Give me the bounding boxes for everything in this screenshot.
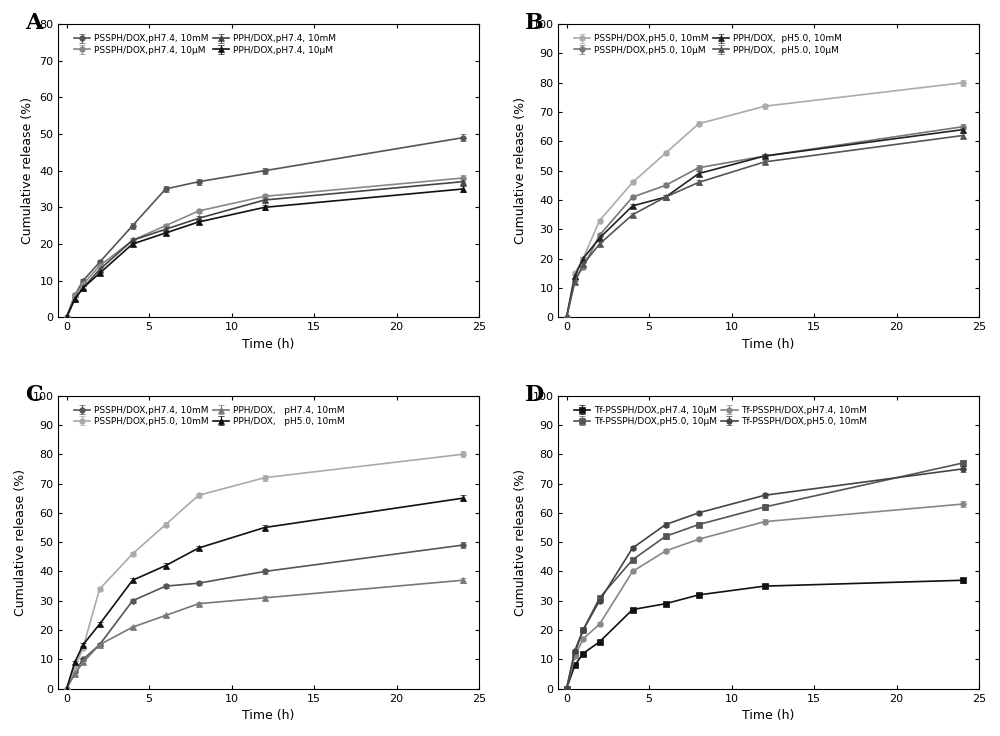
Text: D: D xyxy=(525,384,544,406)
Text: A: A xyxy=(25,13,42,35)
Legend: Tf-PSSPH/DOX,pH7.4, 10μM, Tf-PSSPH/DOX,pH5.0, 10μM, Tf-PSSPH/DOX,pH7.4, 10mM, Tf: Tf-PSSPH/DOX,pH7.4, 10μM, Tf-PSSPH/DOX,p… xyxy=(571,403,870,429)
Legend: PSSPH/DOX,pH5.0, 10mM, PSSPH/DOX,pH5.0, 10μM, PPH/DOX,  pH5.0, 10mM, PPH/DOX,  p: PSSPH/DOX,pH5.0, 10mM, PSSPH/DOX,pH5.0, … xyxy=(571,32,844,57)
Text: B: B xyxy=(525,13,544,35)
Legend: PSSPH/DOX,pH7.4, 10mM, PSSPH/DOX,pH5.0, 10mM, PPH/DOX,   pH7.4, 10mM, PPH/DOX,  : PSSPH/DOX,pH7.4, 10mM, PSSPH/DOX,pH5.0, … xyxy=(71,403,347,429)
X-axis label: Time (h): Time (h) xyxy=(242,338,295,350)
Text: C: C xyxy=(25,384,42,406)
Y-axis label: Cumulative release (%): Cumulative release (%) xyxy=(514,469,527,616)
Y-axis label: Cumulative release (%): Cumulative release (%) xyxy=(14,469,27,616)
X-axis label: Time (h): Time (h) xyxy=(742,338,795,350)
Y-axis label: Cumulative release (%): Cumulative release (%) xyxy=(514,97,527,244)
Y-axis label: Cumulative release (%): Cumulative release (%) xyxy=(21,97,34,244)
Legend: PSSPH/DOX,pH7.4, 10mM, PSSPH/DOX,pH7.4, 10μM, PPH/DOX,pH7.4, 10mM, PPH/DOX,pH7.4: PSSPH/DOX,pH7.4, 10mM, PSSPH/DOX,pH7.4, … xyxy=(71,32,338,57)
X-axis label: Time (h): Time (h) xyxy=(242,709,295,722)
X-axis label: Time (h): Time (h) xyxy=(742,709,795,722)
